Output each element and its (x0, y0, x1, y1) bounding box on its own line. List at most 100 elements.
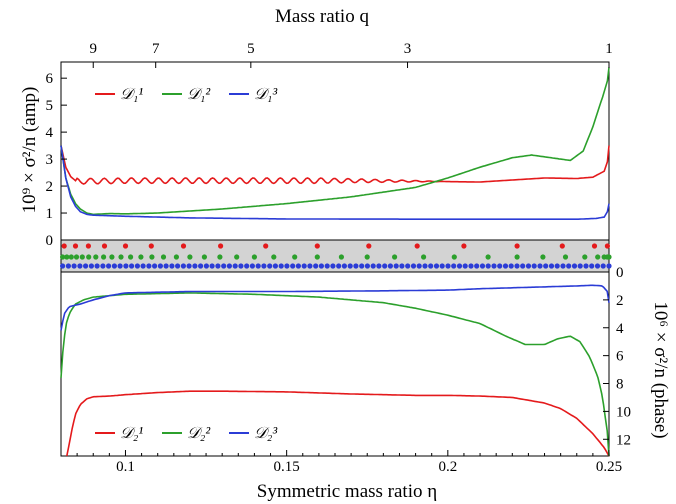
grid-point-row3 (117, 263, 123, 269)
grid-point-row3 (290, 263, 296, 269)
grid-point-row3 (445, 263, 451, 269)
grid-point-row3 (370, 263, 376, 269)
grid-point-row2 (160, 254, 167, 260)
grid-point-row3 (364, 263, 370, 269)
grid-point-row3 (485, 263, 491, 269)
grid-point-row3 (520, 263, 526, 269)
grid-point-row3 (146, 263, 152, 269)
grid-point-row2 (562, 254, 569, 260)
grid-point-row2 (606, 254, 612, 260)
grid-point-row2 (93, 254, 99, 260)
grid-point-row2 (595, 254, 601, 260)
grid-point-row3 (284, 263, 290, 269)
grid-point-row2 (217, 254, 223, 260)
grid-point-row2 (64, 254, 70, 260)
upper-y-tick-label: 4 (46, 125, 54, 141)
top-tick-label: 7 (152, 41, 160, 57)
grid-point-row3 (60, 263, 66, 269)
grid-point-row3 (111, 263, 117, 269)
grid-point-row2 (68, 254, 74, 260)
grid-point-row3 (313, 263, 319, 269)
lower-y-tick-label: 10 (616, 404, 631, 420)
grid-point-row3 (347, 263, 353, 269)
grid-point-row3 (324, 263, 330, 269)
grid-point-row1 (559, 243, 565, 249)
grid-point-row3 (336, 263, 342, 269)
grid-point-row3 (462, 263, 468, 269)
grid-point-row1 (263, 243, 269, 249)
grid-point-row2 (364, 254, 370, 260)
grid-point-row3 (203, 263, 209, 269)
grid-point-row3 (175, 263, 181, 269)
grid-point-row3 (359, 263, 365, 269)
upper-legend: 𝒟₁¹ 𝒟₁² 𝒟₁³ (95, 86, 277, 103)
grid-point-row3 (318, 263, 324, 269)
x-tick-label: 0.2 (438, 459, 457, 475)
grid-point-row3 (94, 263, 100, 269)
grid-point-row3 (594, 263, 601, 269)
grid-point-row3 (566, 263, 572, 269)
grid-point-row3 (163, 263, 169, 269)
grid-point-row3 (301, 263, 307, 269)
grid-point-row3 (393, 263, 399, 269)
grid-point-row2 (540, 254, 546, 260)
grid-point-row2 (338, 254, 344, 260)
legend-label-d12: 𝒟₁² (187, 86, 211, 103)
upper-y-tick-label: 2 (46, 179, 54, 195)
grid-point-row3 (221, 263, 227, 269)
lower-series-3 (60, 284, 610, 331)
upper-series-2 (60, 67, 610, 216)
upper-series-3 (60, 145, 610, 220)
grid-point-row3 (548, 263, 555, 269)
grid-point-row3 (134, 263, 140, 269)
x-tick-label: 0.1 (116, 459, 135, 475)
grid-point-row3 (330, 263, 336, 269)
grid-point-row1 (461, 243, 467, 249)
grid-point-row3 (537, 263, 543, 269)
grid-point-row3 (226, 263, 232, 269)
legend-label-d11: 𝒟₁¹ (120, 86, 143, 103)
upper-y-axis-title: 10⁹ × σ²/n (amp) (19, 87, 40, 214)
grid-point-row3 (169, 263, 175, 269)
grid-point-row2 (582, 254, 588, 260)
top-tick-label: 9 (89, 41, 97, 57)
grid-point-row1 (101, 243, 108, 249)
grid-point-row1 (61, 243, 67, 249)
x-tick-label: 0.25 (596, 459, 622, 475)
grid-point-row3 (83, 263, 89, 269)
grid-point-row3 (123, 263, 129, 269)
legend-label-d13: 𝒟₁³ (254, 86, 277, 103)
grid-point-row3 (71, 263, 77, 269)
grid-point-row3 (405, 263, 411, 269)
grid-point-row3 (353, 263, 359, 269)
grid-point-row1 (604, 243, 611, 249)
grid-point-row3 (307, 263, 313, 269)
grid-point-row3 (278, 263, 284, 269)
lower-y-tick-label: 0 (616, 265, 624, 281)
grid-point-row3 (215, 263, 221, 269)
grid-point-row3 (497, 263, 503, 269)
upper-y-tick-label: 3 (46, 152, 54, 168)
grid-point-row3 (267, 263, 273, 269)
grid-point-row1 (414, 243, 420, 249)
grid-point-row3 (186, 263, 192, 269)
top-tick-label: 1 (605, 41, 613, 57)
grid-point-row1 (148, 243, 154, 249)
grid-point-row3 (479, 263, 486, 269)
grid-point-row3 (382, 263, 388, 269)
grid-point-row3 (295, 263, 301, 269)
grid-point-row2 (109, 254, 115, 260)
grid-point-row2 (73, 254, 80, 260)
grid-point-row3 (399, 263, 405, 269)
grid-point-row2 (79, 254, 85, 260)
grid-point-row3 (387, 263, 393, 269)
grid-point-row3 (531, 263, 537, 269)
top-tick-label: 3 (404, 41, 412, 57)
grid-point-row3 (577, 263, 583, 269)
grid-point-row1 (514, 243, 520, 249)
grid-point-row3 (456, 263, 463, 269)
grid-point-row2 (314, 254, 320, 260)
grid-point-row3 (261, 263, 267, 269)
grid-point-row2 (251, 254, 257, 260)
